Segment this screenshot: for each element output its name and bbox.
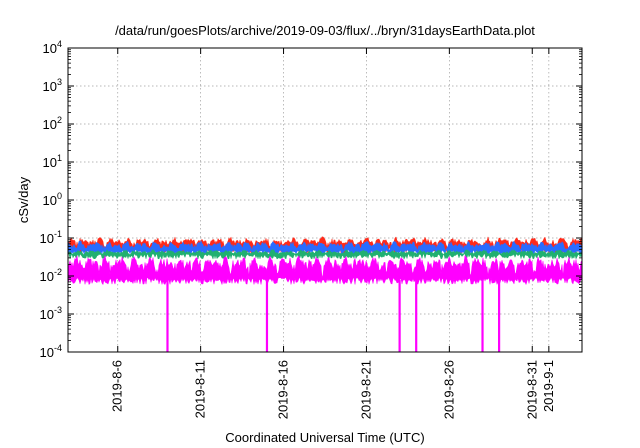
x-tick-label: 2019-8-16: [276, 360, 291, 419]
grid-lines: [68, 48, 582, 352]
x-tick-label: 2019-8-11: [193, 360, 208, 418]
y-tick-exponent: 1: [57, 153, 62, 163]
x-tick-label: 2019-8-26: [441, 360, 456, 419]
y-tick-label: 10-1: [40, 229, 62, 246]
y-tick-label: 102: [43, 115, 62, 132]
y-axis-label: cSv/day: [16, 176, 31, 223]
y-tick-exponent: -1: [54, 229, 62, 239]
y-tick-label: 101: [43, 153, 62, 170]
series-band: [67, 255, 583, 285]
y-tick-exponent: 4: [57, 39, 62, 49]
x-axis-label: Coordinated Universal Time (UTC): [225, 430, 424, 445]
y-tick-label: 100: [43, 191, 62, 208]
y-tick-exponent: 3: [57, 77, 62, 87]
y-tick-exponent: -4: [54, 343, 62, 353]
series-layer: [67, 236, 583, 352]
y-tick-label: 10-4: [40, 343, 62, 360]
y-tick-exponent: -3: [54, 305, 62, 315]
x-tick-label: 2019-8-21: [358, 360, 373, 419]
x-tick-label: 2019-9-1: [541, 360, 556, 412]
y-tick-label: 104: [43, 39, 62, 56]
x-tick-label: 2019-8-6: [110, 360, 125, 412]
y-tick-label: 10-2: [40, 267, 62, 284]
y-tick-exponent: 0: [57, 191, 62, 201]
chart-title: /data/run/goesPlots/archive/2019-09-03/f…: [115, 23, 535, 38]
x-axis-ticks: 2019-8-6 2019-8-11 2019-8-16 2019-8-21 2019-…: [110, 48, 556, 419]
y-tick-label: 103: [43, 77, 62, 94]
y-tick-exponent: 2: [57, 115, 62, 125]
x-tick-label: 2019-8-31: [524, 360, 539, 419]
y-tick-label: 10-3: [40, 305, 62, 322]
y-tick-exponent: -2: [54, 267, 62, 277]
